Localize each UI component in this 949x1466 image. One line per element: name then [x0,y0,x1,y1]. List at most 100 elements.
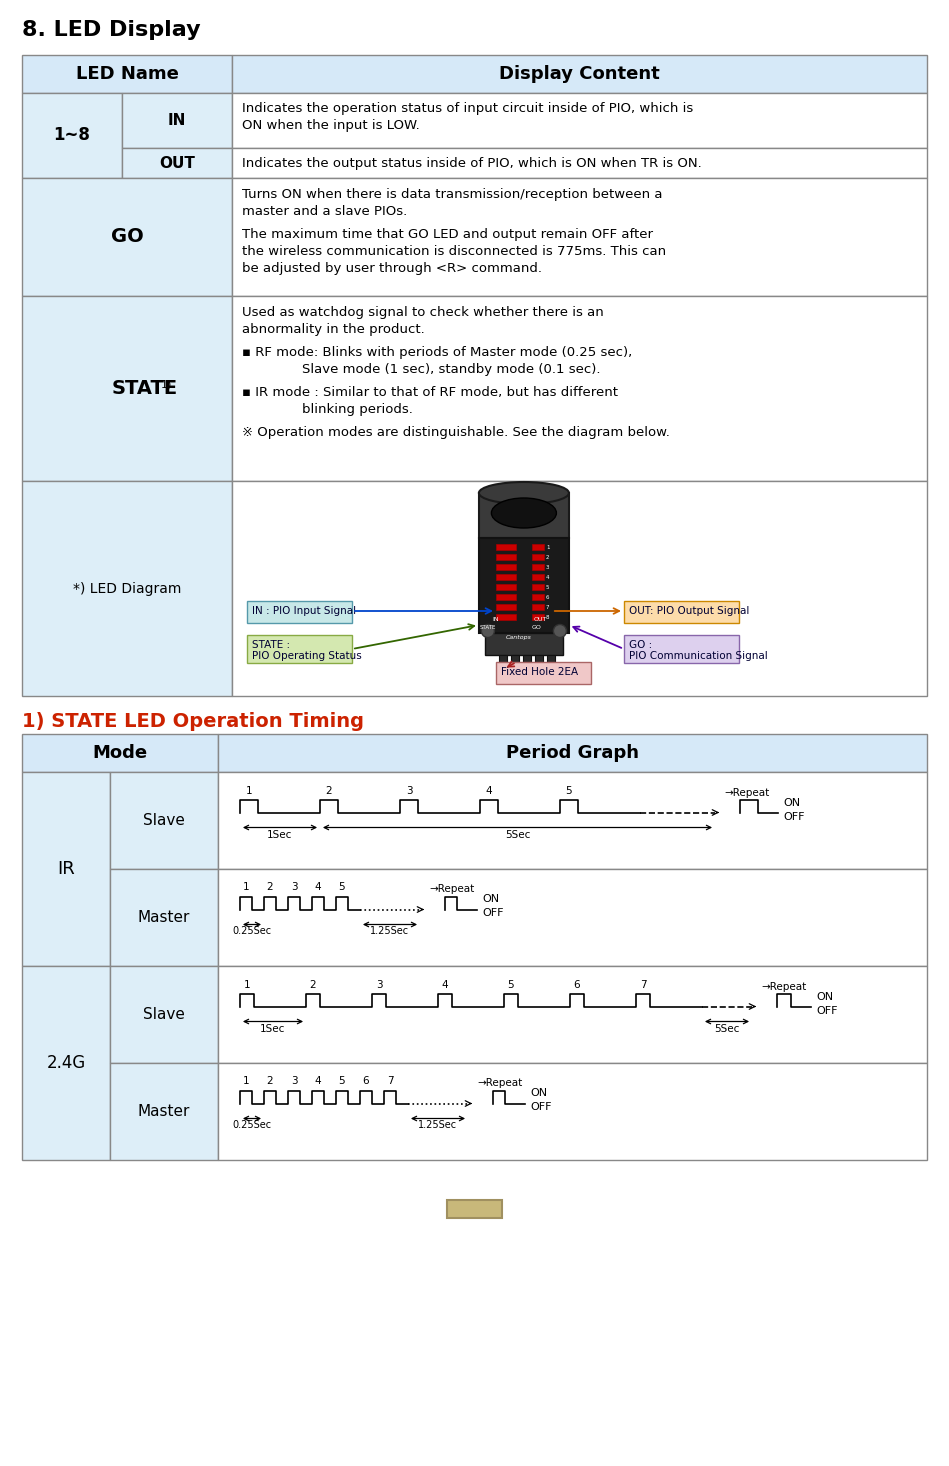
Text: ▪ IR mode : Similar to that of RF mode, but has different: ▪ IR mode : Similar to that of RF mode, … [242,386,618,399]
Text: Display Content: Display Content [499,65,660,84]
Bar [479,538,568,633]
Text: 1.25Sec: 1.25Sec [419,1120,457,1130]
Text: ON: ON [816,991,833,1001]
Text: 6: 6 [546,595,549,600]
Bar [496,544,516,550]
Text: OUT: OUT [159,155,195,170]
Bar [22,296,232,481]
Text: OUT: PIO Output Signal: OUT: PIO Output Signal [629,605,750,616]
Text: PIO Communication Signal: PIO Communication Signal [629,651,768,661]
Bar [531,554,544,560]
Text: 0.25Sec: 0.25Sec [233,927,271,937]
Text: 1: 1 [243,883,250,893]
Text: 5Sec: 5Sec [505,830,530,840]
Text: Turns ON when there is data transmission/reception between a: Turns ON when there is data transmission… [242,188,662,201]
Text: Fixed Hole 2EA: Fixed Hole 2EA [501,667,579,677]
Text: 4: 4 [441,979,448,990]
Text: Used as watchdog signal to check whether there is an: Used as watchdog signal to check whether… [242,306,604,320]
Ellipse shape [553,625,567,638]
Bar [496,554,516,560]
Bar [496,604,516,610]
Ellipse shape [492,498,556,528]
Text: 1: 1 [244,979,251,990]
Bar [22,56,232,92]
Text: 6: 6 [363,1076,369,1086]
Text: OFF: OFF [816,1006,838,1016]
Text: Slave: Slave [143,1007,185,1022]
Text: PIO Operating Status: PIO Operating Status [252,651,362,661]
Bar [22,773,110,966]
Text: 2: 2 [267,1076,273,1086]
Text: Indicates the operation status of input circuit inside of PIO, which is: Indicates the operation status of input … [242,103,694,114]
Bar [511,655,519,668]
Text: be adjusted by user through <R> command.: be adjusted by user through <R> command. [242,262,542,276]
Ellipse shape [481,625,494,638]
Text: 2: 2 [267,883,273,893]
Text: 1.25Sec: 1.25Sec [370,927,410,937]
Bar [531,594,544,600]
Text: 6: 6 [574,979,580,990]
Bar [22,177,232,296]
Text: 7: 7 [546,605,549,610]
Bar [247,635,352,663]
Bar [531,564,544,570]
Bar [218,966,927,1063]
Text: 1) STATE LED Operation Timing: 1) STATE LED Operation Timing [22,712,364,732]
Text: 1: 1 [243,1076,250,1086]
Text: 3: 3 [290,1076,297,1086]
Text: GO :: GO : [629,641,652,649]
Text: IN: IN [168,113,186,128]
Text: ON when the input is LOW.: ON when the input is LOW. [242,119,419,132]
Text: Indicates the output status inside of PIO, which is ON when TR is ON.: Indicates the output status inside of PI… [242,157,701,170]
Bar [496,663,591,685]
Text: 3: 3 [405,786,412,796]
Text: 1Sec: 1Sec [268,830,292,840]
Text: 5Sec: 5Sec [715,1023,739,1034]
Text: OFF: OFF [530,1102,551,1113]
Bar [22,966,110,1160]
Text: OUT: OUT [534,617,548,622]
Bar [232,92,927,148]
Bar [232,481,927,696]
Text: 2.4G: 2.4G [47,1054,85,1072]
Bar [218,734,927,773]
Bar [485,633,563,655]
Text: IN: IN [492,617,498,622]
Text: Cantops: Cantops [506,635,531,641]
Text: LED Name: LED Name [76,65,178,84]
Text: STATE :: STATE : [252,641,290,649]
Bar [531,604,544,610]
Text: Slave mode (1 sec), standby mode (0.1 sec).: Slave mode (1 sec), standby mode (0.1 se… [302,364,601,375]
Bar [496,583,516,589]
Text: 1): 1) [161,380,173,390]
Text: 2: 2 [326,786,332,796]
Text: IR: IR [57,861,75,878]
Bar [232,296,927,481]
Text: 0.25Sec: 0.25Sec [233,1120,271,1130]
Text: 2: 2 [546,556,549,560]
Text: ON: ON [783,798,800,808]
Text: *) LED Diagram: *) LED Diagram [73,582,181,595]
Text: 5: 5 [566,786,572,796]
Text: ON: ON [530,1088,548,1098]
Text: OFF: OFF [482,909,504,919]
Bar [623,601,739,623]
Ellipse shape [479,482,568,504]
Bar [22,92,122,177]
Text: 1Sec: 1Sec [260,1023,286,1034]
Text: STATE: STATE [112,380,178,397]
Bar [110,773,218,869]
Text: 7: 7 [386,1076,393,1086]
Text: →Repeat: →Repeat [761,982,807,991]
Bar [535,655,543,668]
Text: ON: ON [482,894,499,905]
Bar [232,177,927,296]
Text: 1: 1 [546,545,549,550]
Text: 2: 2 [309,979,316,990]
Text: 4: 4 [315,1076,322,1086]
Text: 8: 8 [546,616,549,620]
Text: OFF: OFF [783,812,805,821]
Text: Master: Master [138,910,190,925]
Text: 4: 4 [315,883,322,893]
Bar [531,575,544,581]
